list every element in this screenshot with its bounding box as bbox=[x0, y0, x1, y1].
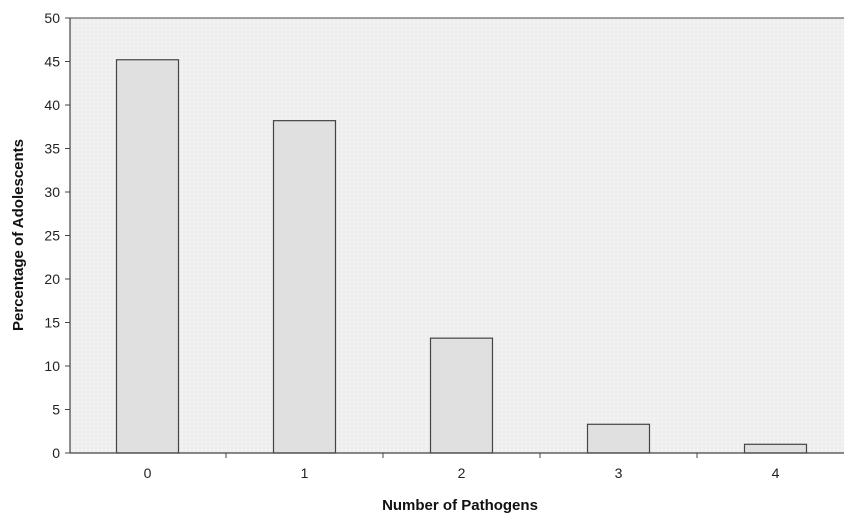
bar-1 bbox=[272, 120, 337, 454]
x-tick-label: 3 bbox=[615, 465, 623, 481]
bar-4 bbox=[743, 443, 808, 454]
y-tick-label: 5 bbox=[52, 402, 60, 418]
y-axis-ticks: 0 5 10 15 20 25 30 35 40 45 50 bbox=[44, 10, 70, 461]
y-tick-label: 0 bbox=[52, 445, 60, 461]
y-tick-label: 25 bbox=[44, 228, 60, 244]
y-tick-label: 40 bbox=[44, 97, 60, 113]
x-axis-ticks: 0 1 2 3 4 bbox=[144, 453, 780, 481]
y-tick-label: 35 bbox=[44, 141, 60, 157]
y-tick-label: 10 bbox=[44, 358, 60, 374]
x-tick-label: 4 bbox=[772, 465, 780, 481]
x-tick-label: 1 bbox=[301, 465, 309, 481]
bar-2 bbox=[429, 337, 494, 454]
y-tick-label: 20 bbox=[44, 271, 60, 287]
bars bbox=[115, 59, 808, 454]
y-tick-label: 50 bbox=[44, 10, 60, 26]
y-tick-label: 15 bbox=[44, 315, 60, 331]
x-axis-title: Number of Pathogens bbox=[382, 497, 538, 514]
y-axis-title: Percentage of Adolescents bbox=[10, 139, 27, 331]
y-tick-label: 45 bbox=[44, 54, 60, 70]
bar-3 bbox=[586, 423, 651, 454]
bar-0 bbox=[115, 59, 180, 454]
x-tick-label: 2 bbox=[458, 465, 466, 481]
y-tick-label: 30 bbox=[44, 184, 60, 200]
x-tick-label: 0 bbox=[144, 465, 152, 481]
